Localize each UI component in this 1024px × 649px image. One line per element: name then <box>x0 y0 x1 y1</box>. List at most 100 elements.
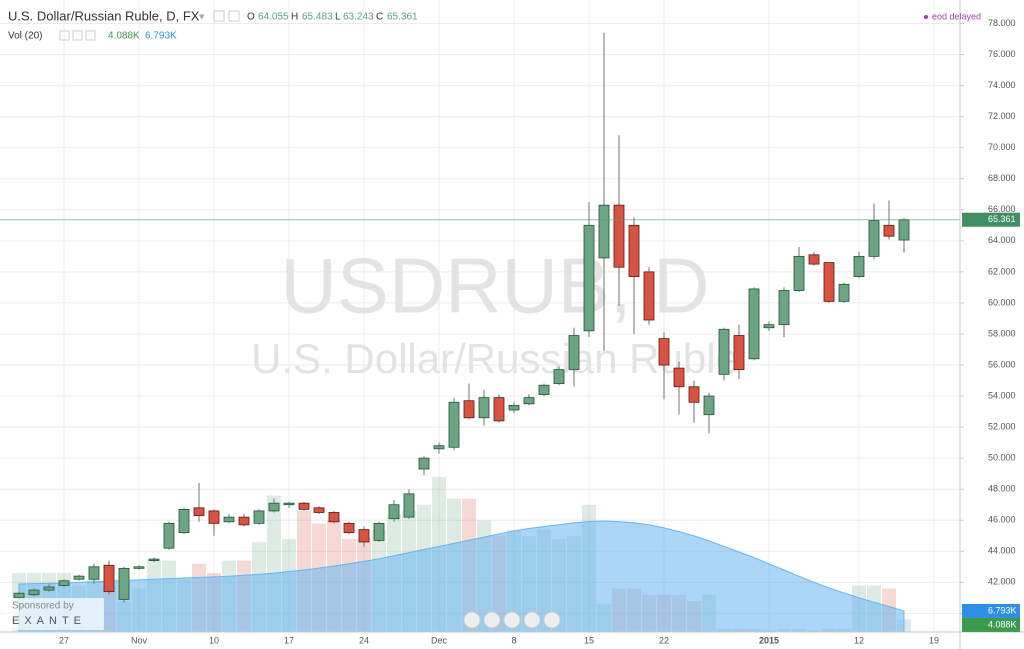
candle-body <box>838 283 850 302</box>
candle-body <box>478 397 490 419</box>
candle-body <box>148 558 160 561</box>
x-tick-label: 24 <box>359 635 369 645</box>
y-tick-label: 68.000 <box>988 173 1016 183</box>
candle-body <box>28 589 40 596</box>
watermark-subtitle: U.S. Dollar/Russian Ruble <box>251 335 739 382</box>
candle-body <box>553 369 565 385</box>
candle-body <box>703 395 715 416</box>
candle-body <box>448 401 460 448</box>
candle-body <box>403 493 415 518</box>
candle-body <box>718 328 730 375</box>
ohlc-label: H <box>291 12 298 23</box>
volume-settings[interactable] <box>59 30 70 41</box>
ohlc-value: 63.243 <box>343 12 374 23</box>
candle-body <box>778 290 790 326</box>
axis-layer: 40.00042.00044.00046.00048.00050.00052.0… <box>59 18 1020 645</box>
y-tick-label: 56.000 <box>988 359 1016 369</box>
volume-layer <box>12 477 911 633</box>
ohlc-label: O <box>247 12 255 23</box>
ohlc-value: 65.361 <box>387 12 418 23</box>
y-tick-label: 62.000 <box>988 266 1016 276</box>
candle-body <box>853 255 865 277</box>
sponsor-name: EXANTE <box>12 615 86 627</box>
y-tick-label: 66.000 <box>988 204 1016 214</box>
candle-body <box>343 522 355 534</box>
x-tick-label: Nov <box>131 635 148 645</box>
candle-body <box>568 335 580 371</box>
candle-body <box>388 504 400 520</box>
x-tick-label: 22 <box>659 635 669 645</box>
candle-body <box>313 507 325 513</box>
x-tick-label: 2015 <box>759 635 779 645</box>
status-dot <box>924 15 928 19</box>
candle-body <box>298 502 310 510</box>
volume-close[interactable] <box>85 30 96 41</box>
candle-body <box>328 512 340 523</box>
volume-label: 4.088K <box>988 619 1017 629</box>
candle-body <box>613 204 625 268</box>
zoom-out-button[interactable] <box>483 611 501 629</box>
candle-body <box>283 502 295 506</box>
candle-body <box>733 335 745 371</box>
candle-body <box>823 262 835 302</box>
candle-body <box>103 564 115 593</box>
x-tick-label: 15 <box>584 635 594 645</box>
candle-body <box>583 224 595 332</box>
symbol-title: U.S. Dollar/Russian Ruble, D, FX <box>8 8 200 23</box>
candle-body <box>193 507 205 516</box>
candle-body <box>538 384 550 395</box>
x-tick-label: 27 <box>59 635 69 645</box>
candle-layer <box>0 32 960 603</box>
candle-body <box>223 516 235 523</box>
y-tick-label: 54.000 <box>988 390 1016 400</box>
reset-button[interactable] <box>503 611 521 629</box>
scroll-left-button[interactable] <box>463 611 481 629</box>
candle-body <box>43 586 55 591</box>
scroll-right-button[interactable] <box>543 611 561 629</box>
candle-body <box>508 404 520 411</box>
ohlc-label: C <box>376 12 383 23</box>
close-button[interactable] <box>228 10 240 22</box>
settings-button[interactable] <box>213 10 225 22</box>
candle-body <box>133 566 145 569</box>
x-tick-label: Dec <box>431 635 448 645</box>
y-tick-label: 50.000 <box>988 453 1016 463</box>
price-label-box <box>962 212 1020 227</box>
volume-title: Vol (20) <box>8 31 42 42</box>
y-tick-label: 70.000 <box>988 142 1016 152</box>
volume-ma-label-box <box>962 603 1020 618</box>
volume-format[interactable] <box>72 30 83 41</box>
candle-body <box>793 255 805 291</box>
candle-body <box>88 566 100 580</box>
price-label: 65.361 <box>988 214 1016 224</box>
volume-label-box <box>962 617 1020 632</box>
x-tick-label: 10 <box>209 635 219 645</box>
y-tick-label: 46.000 <box>988 515 1016 525</box>
sponsor-box[interactable] <box>6 598 104 630</box>
candle-body <box>598 204 610 259</box>
candle-body <box>688 386 700 403</box>
candle-body <box>13 592 25 599</box>
x-tick-label: 19 <box>929 635 939 645</box>
y-tick-label: 74.000 <box>988 80 1016 90</box>
y-tick-label: 76.000 <box>988 49 1016 59</box>
candle-body <box>763 324 775 329</box>
candle-body <box>178 508 190 534</box>
y-tick-label: 48.000 <box>988 484 1016 494</box>
sponsor-label: Sponsored by <box>12 601 74 612</box>
grid <box>0 0 960 632</box>
y-tick-label: 64.000 <box>988 235 1016 245</box>
candle-body <box>418 457 430 470</box>
candle-body <box>253 510 265 524</box>
ohlc-value: 65.483 <box>302 12 333 23</box>
volume-ma-label: 6.793K <box>988 605 1017 615</box>
volume-value: 4.088K <box>108 31 140 42</box>
candle-body <box>883 224 895 237</box>
candle-body <box>208 510 220 524</box>
candle-body <box>748 288 760 360</box>
candle-body <box>643 271 655 321</box>
zoom-in-button[interactable] <box>523 611 541 629</box>
y-tick-label: 78.000 <box>988 18 1016 28</box>
x-tick-label: 17 <box>284 635 294 645</box>
dropdown-icon[interactable]: ▾ <box>199 11 205 23</box>
